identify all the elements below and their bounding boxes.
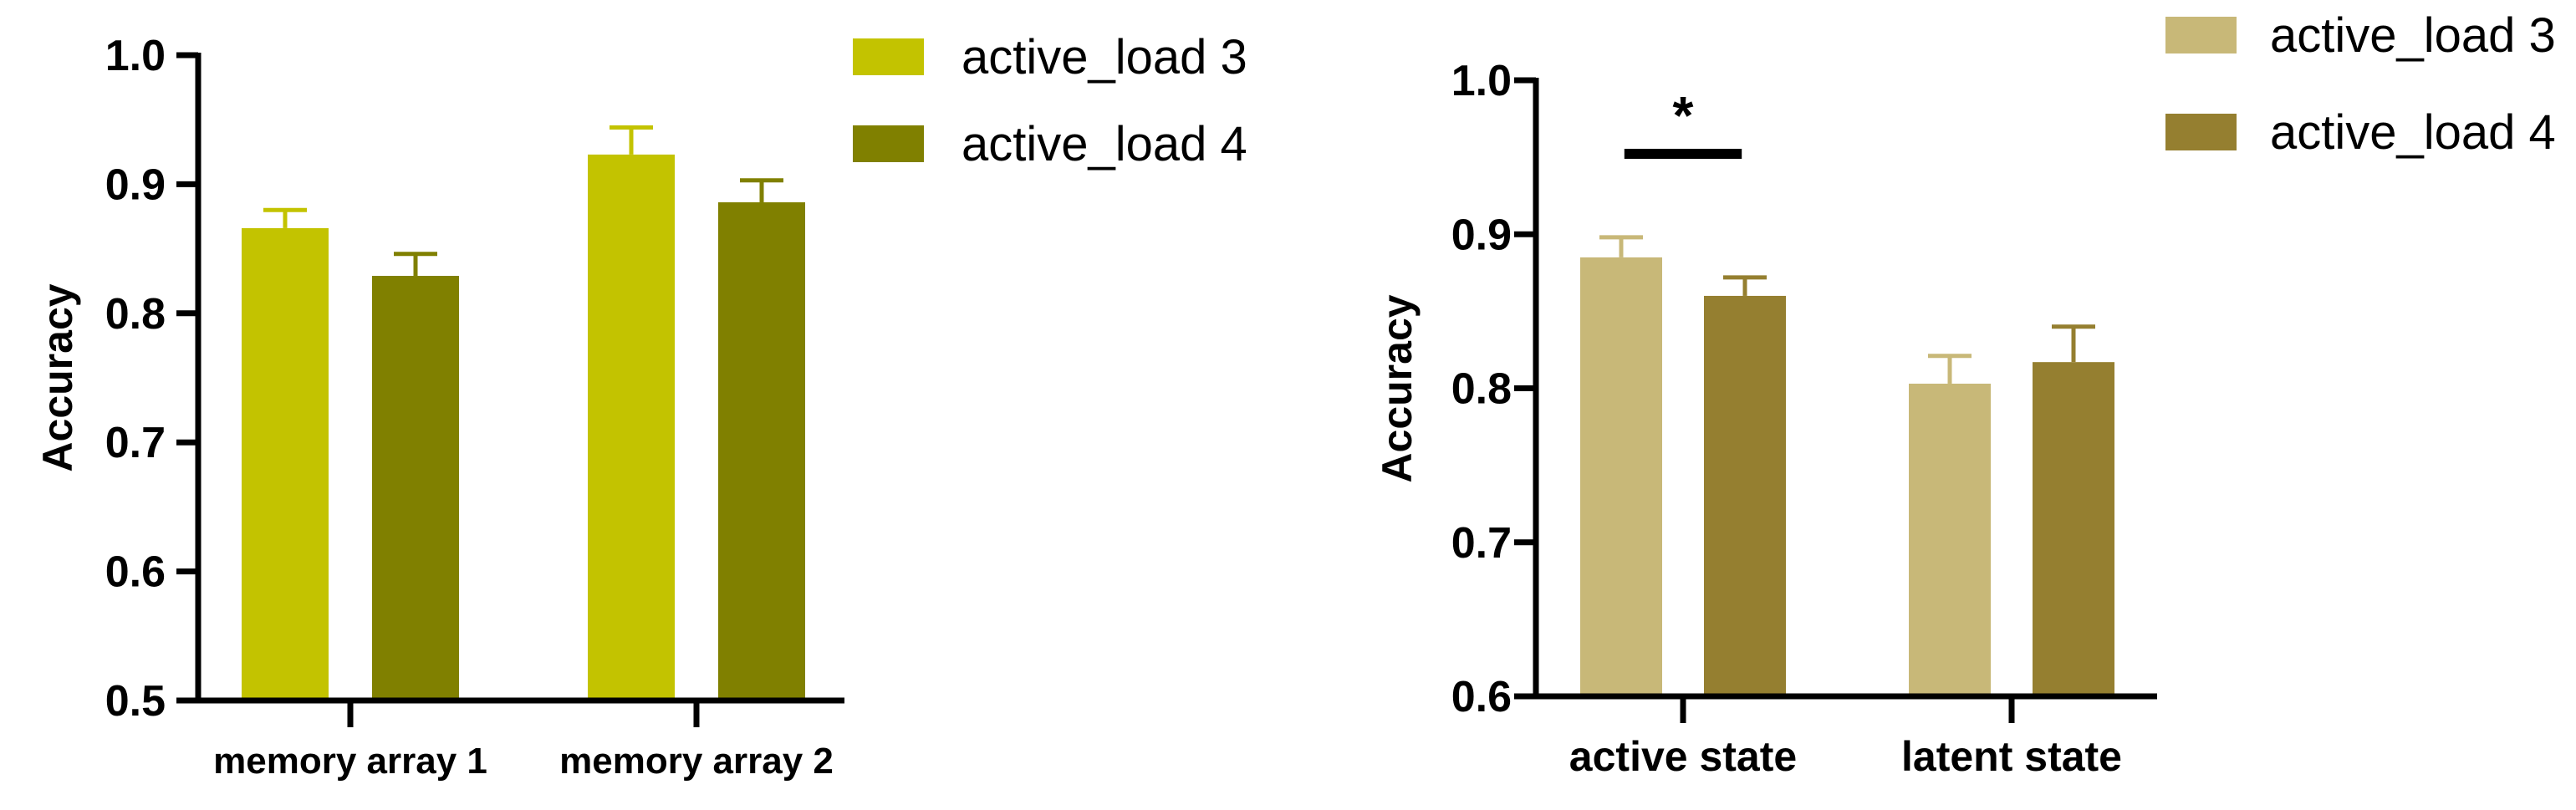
bar-memory-array-2-series-2 <box>718 202 805 701</box>
chart-memory-array: 0.5 0.6 0.7 0.8 0.9 1.0 memory array 1 memory a… <box>34 30 1247 782</box>
legend-label: active_load 3 <box>2270 8 2556 63</box>
y-axis-title: Accuracy <box>1374 294 1421 482</box>
legend-swatch <box>853 38 924 75</box>
legend-swatch <box>2165 17 2237 53</box>
y-tick-label: 0.7 <box>105 419 166 467</box>
bar-latent-state-series-2 <box>2033 362 2114 696</box>
y-tick-label: 1.0 <box>1451 57 1512 105</box>
chart-state: 0.6 0.7 0.8 0.9 1.0 active state latent state A… <box>1374 8 2556 780</box>
bar-latent-state-series-1 <box>1909 383 1991 696</box>
y-tick-label: 0.7 <box>1451 519 1512 568</box>
x-tick-label: active state <box>1569 733 1797 780</box>
y-tick-label: 0.5 <box>105 677 166 726</box>
legend-label: active_load 4 <box>962 117 1247 171</box>
y-tick-label: 0.6 <box>105 548 166 597</box>
y-tick-label: 0.6 <box>1451 673 1512 721</box>
y-tick-label: 0.8 <box>1451 365 1512 414</box>
legend-label: active_load 3 <box>962 30 1247 84</box>
y-tick-label: 0.9 <box>1451 211 1512 259</box>
bar-active-state-series-2 <box>1704 295 1786 696</box>
y-axis-title: Accuracy <box>34 283 81 471</box>
bar-memory-array-1-series-2 <box>372 276 459 700</box>
legend-swatch <box>853 125 924 162</box>
x-tick-label: latent state <box>1901 733 2122 780</box>
significance-star: * <box>1673 85 1694 145</box>
bar-memory-array-2-series-1 <box>588 154 675 700</box>
y-tick-label: 0.8 <box>105 290 166 339</box>
x-tick-label: memory array 2 <box>559 741 834 782</box>
bar-active-state-series-1 <box>1580 257 1662 696</box>
y-tick-label: 0.9 <box>105 160 166 209</box>
x-tick-label: memory array 1 <box>213 741 487 782</box>
bar-memory-array-1-series-1 <box>242 227 329 700</box>
legend-label: active_load 4 <box>2270 105 2556 160</box>
legend-swatch <box>2165 114 2237 150</box>
y-tick-label: 1.0 <box>105 32 166 80</box>
